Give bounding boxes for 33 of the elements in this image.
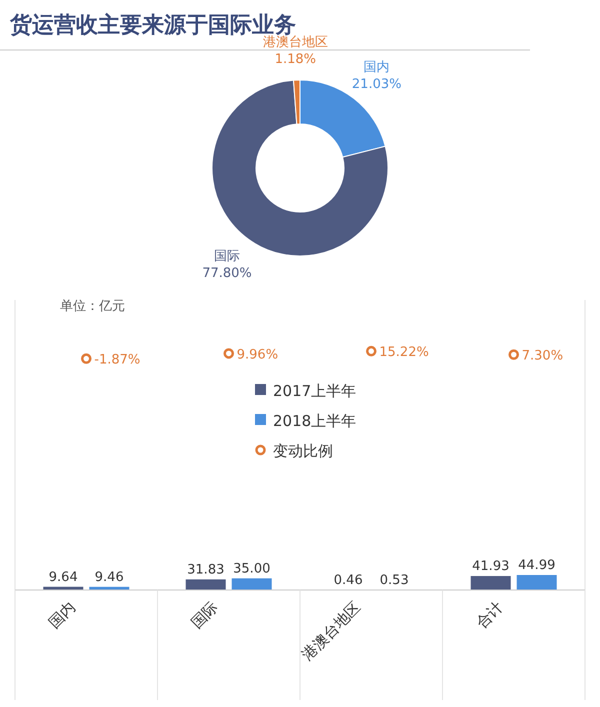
- point: [81, 353, 92, 364]
- data-label: -1.87%: [94, 352, 140, 368]
- data-label: 9.46: [94, 570, 124, 585]
- data-label: 0.53: [380, 572, 409, 588]
- annotation: 单位：亿元: [60, 299, 125, 314]
- data-label: 7.30%: [522, 348, 564, 364]
- legend-label: 变动比例: [273, 442, 333, 460]
- legend-label: 2018上半年: [273, 412, 356, 430]
- data-label: 31.83: [187, 562, 224, 578]
- data-label: 35.00: [233, 561, 270, 576]
- data-label: 77.80%: [202, 266, 252, 281]
- data-label: 0.46: [334, 572, 363, 588]
- x-tick-label: 港澳台地区: [298, 598, 364, 664]
- data-label: 9.96%: [236, 347, 278, 362]
- data-label: 1.18%: [274, 52, 316, 68]
- slice-label: 国内: [364, 60, 390, 75]
- point: [508, 349, 519, 360]
- data-label: 9.64: [48, 570, 78, 585]
- x-tick-label: 国内: [45, 598, 80, 632]
- bar: [232, 578, 272, 590]
- data-label: 15.22%: [379, 345, 429, 360]
- point: [366, 346, 376, 356]
- data-label: 41.93: [472, 559, 510, 574]
- bar: [516, 575, 557, 590]
- legend-label: 2017上半年: [273, 382, 356, 400]
- point: [224, 348, 234, 359]
- bar: [186, 579, 226, 590]
- slice-label: 国际: [214, 248, 240, 264]
- bar: [470, 576, 511, 590]
- x-tick-label: 国际: [188, 598, 222, 632]
- data-label: 44.99: [518, 558, 556, 574]
- x-tick-label: 合计: [472, 598, 507, 632]
- data-label: 21.03%: [352, 76, 402, 92]
